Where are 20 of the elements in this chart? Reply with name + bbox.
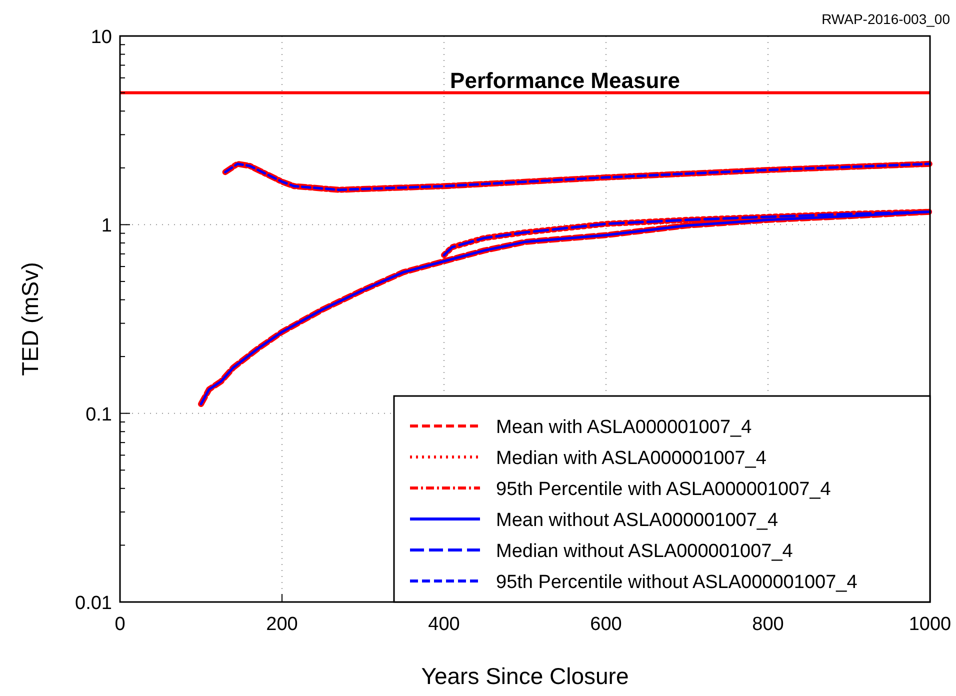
y-tick-label: 0.01: [75, 593, 112, 614]
legend-label: Median with ASLA000001007_4: [496, 448, 767, 469]
text: RWAP-2016-003_00: [822, 11, 950, 27]
y-tick-label: 0.1: [86, 404, 112, 426]
y-tick-label: 10: [90, 27, 112, 48]
legend-label: 95th Percentile without ASLA000001007_4: [496, 572, 858, 593]
y-axis-title: TED (mSv): [17, 262, 43, 376]
legend-label: Median without ASLA000001007_4: [496, 541, 794, 562]
x-tick-label: 200: [266, 614, 298, 635]
x-tick-label: 400: [428, 614, 460, 635]
x-tick-label: 1000: [908, 614, 952, 635]
x-tick-label: 800: [752, 614, 784, 635]
y-tick-label: 1: [101, 216, 112, 237]
legend-label: Mean without ASLA000001007_4: [496, 510, 778, 531]
x-tick-label: 600: [590, 614, 622, 635]
ref-line-label: Performance Measure: [450, 68, 680, 93]
x-axis-title: Years Since Closure: [421, 663, 629, 689]
x-tick-label: 0: [114, 614, 126, 635]
legend-label: 95th Percentile with ASLA000001007_4: [496, 479, 832, 500]
legend-label: Mean with ASLA000001007_4: [496, 417, 752, 438]
